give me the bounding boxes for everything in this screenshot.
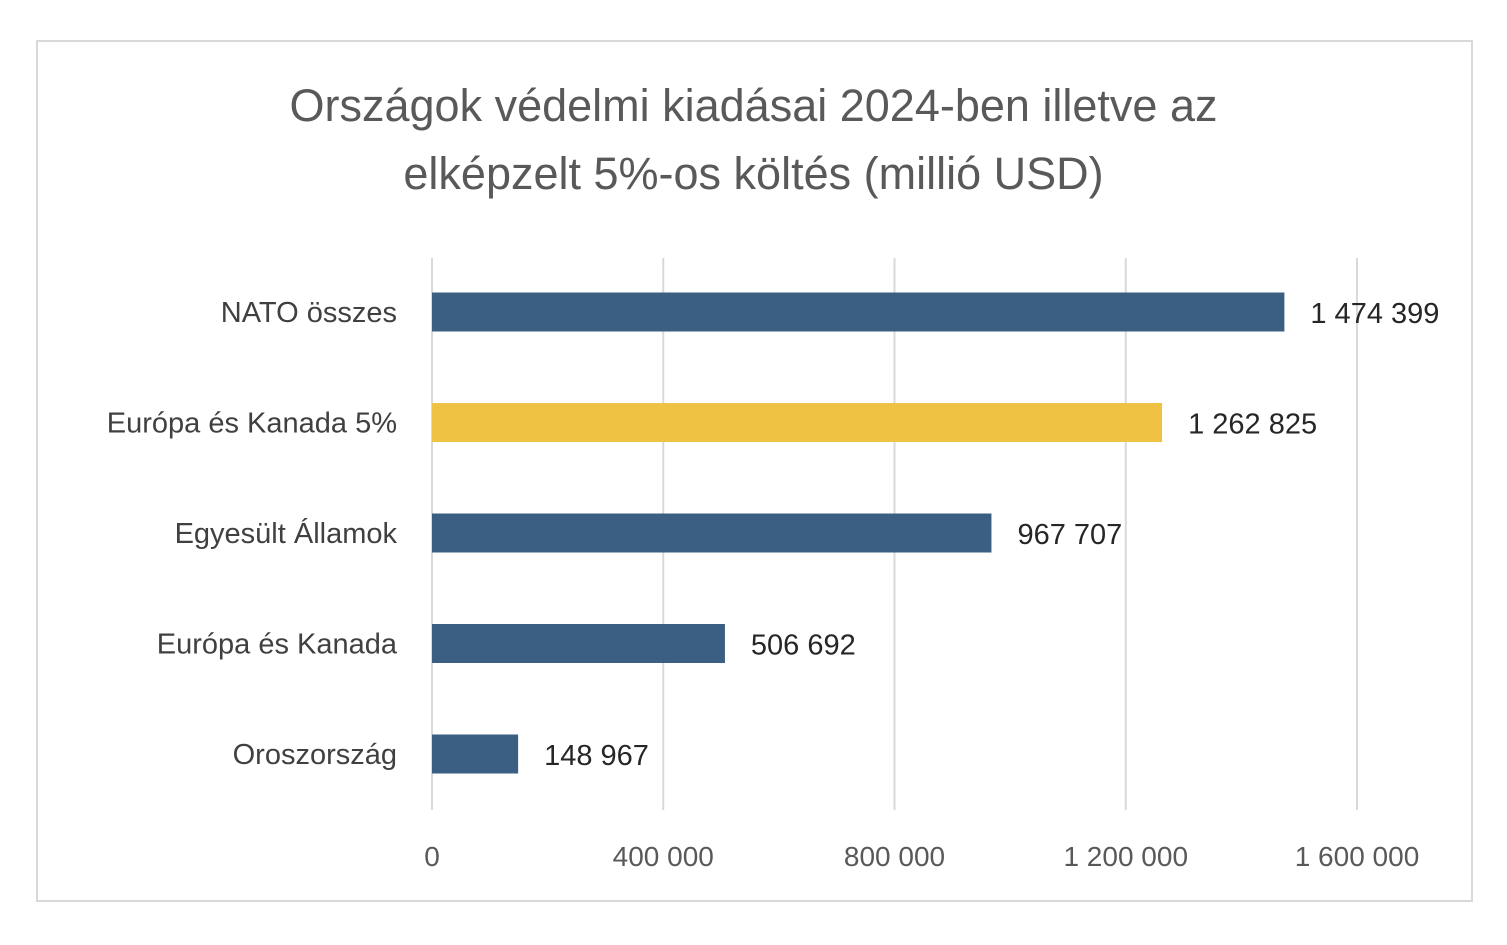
bar [432, 292, 1285, 332]
x-tick-label: 400 000 [613, 841, 714, 872]
value-labels: 1 474 399 1 262 825 967 707 506 692 148 967 [544, 298, 1439, 772]
category-label: NATO összes [221, 297, 397, 329]
data-label: 1 474 399 [1310, 298, 1439, 330]
category-labels: NATO összes Európa és Kanada 5% Egyesült Á… [107, 297, 398, 771]
category-label: Európa és Kanada 5% [107, 408, 397, 440]
x-tick-label: 1 600 000 [1295, 841, 1420, 872]
x-axis-tick-labels: 0 400 000 800 000 1 200 000 1 600 000 [424, 841, 1419, 872]
category-label: Európa és Kanada [157, 629, 398, 661]
category-label: Oroszország [233, 739, 397, 771]
bar [432, 403, 1163, 442]
data-label: 967 707 [1017, 519, 1122, 551]
bars [432, 292, 1285, 774]
bar [432, 513, 992, 553]
chart-title-line-2: elképzelt 5%-os költés (millió USD) [403, 148, 1104, 199]
data-label: 1 262 825 [1188, 409, 1317, 441]
category-label: Egyesült Államok [175, 517, 398, 550]
data-label: 148 967 [544, 740, 649, 772]
x-tick-label: 1 200 000 [1063, 841, 1188, 872]
bar [432, 734, 519, 774]
chart-frame [36, 40, 1473, 902]
chart-title-line-1: Országok védelmi kiadásai 2024-ben illet… [289, 80, 1218, 131]
x-tick-label: 0 [424, 841, 440, 872]
x-tick-label: 800 000 [844, 841, 945, 872]
data-label: 506 692 [751, 630, 856, 662]
bar [432, 624, 725, 663]
chart-title: Országok védelmi kiadásai 2024-ben illet… [0, 72, 1507, 208]
